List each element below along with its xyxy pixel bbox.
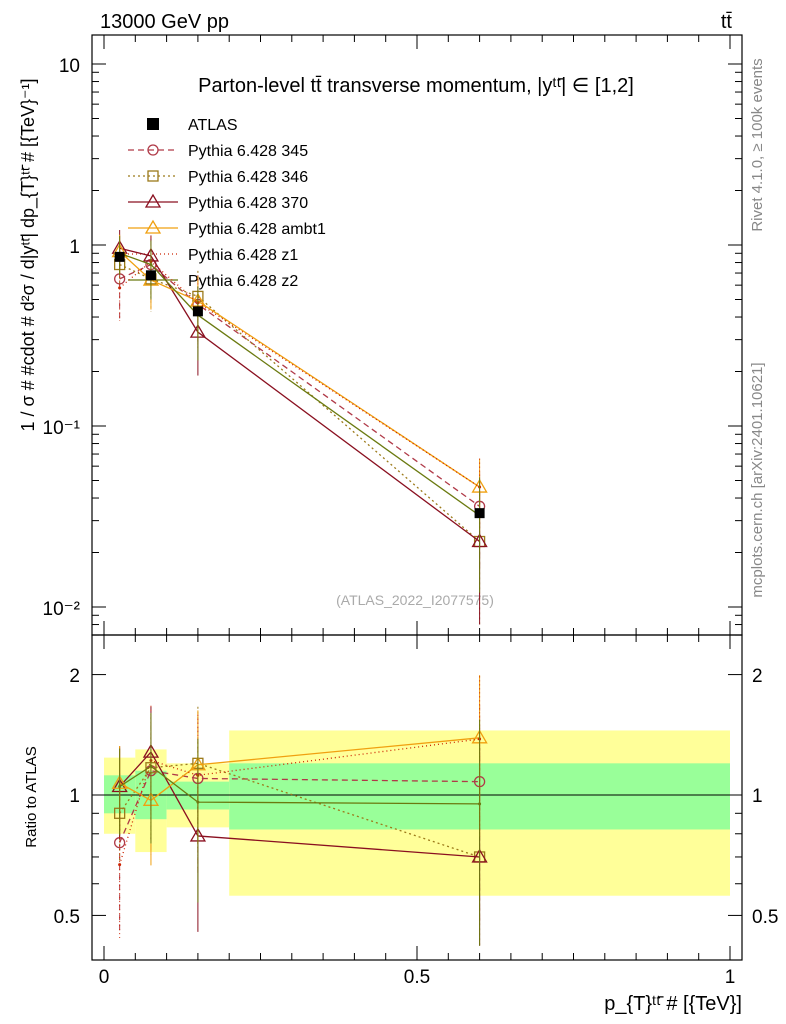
ratio-tick-label-0.5-right: 0.5 [752, 907, 778, 928]
ratio-panel-series [111, 675, 488, 946]
x-tick-label-0.5: 0.5 [404, 967, 430, 988]
ratio-line [119, 737, 480, 802]
legend-label: Pythia 6.428 370 [188, 195, 308, 212]
top-y-axis-label: 1 / σ # #cdot # d²σ / d|yᵗᵗ̄| dp_{T}ᵗᵗ̄ … [18, 78, 39, 431]
series-line [119, 263, 480, 507]
top-panel-series [111, 230, 488, 625]
atlas-data-point [192, 306, 203, 317]
x-axis-label: p_{T}ᵗᵗ̄ # [{TeV}] [604, 993, 742, 1015]
legend-label-atlas: ATLAS [188, 117, 238, 134]
ratio-point [478, 802, 482, 806]
ratio-point [118, 863, 122, 867]
analysis-watermark: (ATLAS_2022_I2077575) [336, 592, 494, 608]
x-tick-label-0: 0 [99, 967, 110, 988]
legend-label: Pythia 6.428 345 [188, 143, 308, 160]
ratio-y-axis-label: Ratio to ATLAS [23, 746, 40, 847]
energy-label: 13000 GeV pp [100, 11, 229, 33]
ratio-tick-label-1-left: 1 [69, 786, 80, 807]
legend-marker [144, 193, 162, 208]
ratio-line [119, 765, 480, 805]
mcplots-label: mcplots.cern.ch [arXiv:2401.10621] [749, 362, 766, 597]
ratio-line [119, 751, 480, 858]
y-tick-label-0.01: 10⁻² [43, 599, 81, 620]
y-tick-label-0.1: 10⁻¹ [43, 418, 81, 439]
ratio-y-ticks [92, 674, 742, 916]
top-y-ticks [92, 63, 742, 636]
ratio-tick-label-2-left: 2 [69, 666, 80, 687]
y-tick-label-10: 10 [59, 56, 80, 77]
y-tick-label-1: 1 [69, 237, 80, 258]
ratio-point [196, 800, 200, 804]
series-line [119, 247, 480, 543]
x-tick-label-1: 1 [725, 967, 736, 988]
series-line [119, 263, 481, 543]
legend-label: Pythia 6.428 ambt1 [188, 221, 326, 238]
series-line [119, 252, 480, 517]
process-label: tt̄ [721, 11, 733, 33]
legend-marker [147, 144, 159, 156]
legend-label: Pythia 6.428 z1 [188, 247, 298, 264]
ratio-point [149, 764, 153, 768]
series-line [119, 260, 480, 488]
ratio-line [119, 762, 480, 858]
plot-title: Parton-level tt̄ transverse momentum, |y… [198, 75, 634, 97]
series-point [149, 263, 153, 267]
legend-label: Pythia 6.428 z2 [188, 273, 298, 290]
series-point [118, 286, 122, 290]
atlas-data-point [145, 270, 156, 281]
ratio-tick-label-0.5-left: 0.5 [54, 907, 80, 928]
legend-label: Pythia 6.428 346 [188, 169, 308, 186]
atlas-data-point [474, 508, 485, 519]
legend-marker [147, 170, 159, 182]
atlas-data-point [114, 251, 125, 262]
ratio-point [118, 785, 122, 789]
legend: ATLAS Pythia 6.428 345 Pythia 6.428 346 Pyt… [128, 117, 326, 290]
rivet-version-label: Rivet 4.1.0, ≥ 100k events [749, 58, 766, 231]
legend-marker [144, 219, 162, 234]
x-ticks [103, 35, 731, 960]
ratio-tick-label-1-right: 1 [752, 786, 763, 807]
ratio-tick-label-2-right: 2 [752, 666, 763, 687]
legend-marker-atlas [147, 118, 159, 130]
ratio-line [119, 769, 480, 843]
